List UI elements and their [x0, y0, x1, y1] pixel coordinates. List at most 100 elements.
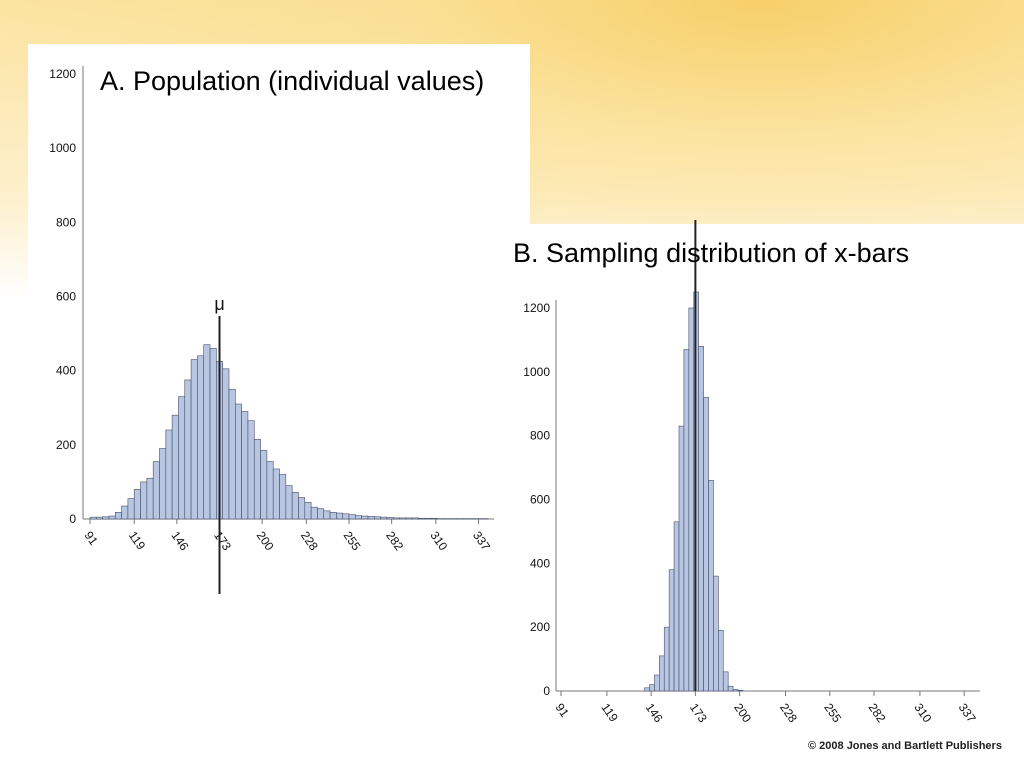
chart-b-y-tick-label: 0 [543, 684, 550, 698]
chart-a-bar [323, 510, 331, 520]
chart-a-bar [203, 344, 211, 520]
chart-a-bar [386, 517, 394, 520]
chart-b-bar [673, 521, 680, 692]
chart-b-bar [644, 687, 650, 692]
chart-a-bar [108, 515, 116, 520]
chart-a-mean-label: μ [214, 294, 224, 314]
chart-b-bar [663, 626, 670, 692]
chart-a-bar [235, 403, 242, 520]
chart-a-bar [152, 461, 160, 520]
chart-a-bar [114, 512, 122, 520]
chart-a-bar [367, 516, 375, 520]
chart-b-bar [732, 689, 739, 692]
chart-b-bar [718, 630, 724, 692]
chart-b-x-tick-label: 91 [553, 701, 572, 720]
chart-a-bar [392, 517, 400, 520]
chart-b-y-tick-label: 200 [530, 620, 550, 634]
chart-a-bar [159, 448, 167, 520]
chart-b-y-tick-label: 1000 [523, 365, 550, 379]
chart-a-bar [260, 450, 268, 520]
chart-a-bar [127, 498, 135, 520]
chart-a-bar [285, 485, 293, 520]
chart-b-bar [708, 480, 714, 692]
chart-a-y-tick-label: 400 [56, 364, 76, 378]
chart-b-bar [722, 671, 729, 692]
chart-b-bar [713, 575, 719, 692]
chart-b-bar [649, 684, 655, 692]
chart-a-bar [228, 388, 236, 520]
chart-a-bar [411, 517, 419, 520]
chart-a-bar [102, 516, 110, 520]
chart-a-bar [272, 468, 280, 520]
chart-b-bar [654, 674, 660, 692]
chart-a-x-tick-label: 228 [298, 529, 321, 554]
chart-a-bar [298, 497, 306, 520]
chart-a-bar [361, 515, 369, 520]
chart-a-bar [291, 491, 299, 520]
chart-a-bar [121, 505, 129, 520]
chart-b-x-tick-label: 228 [777, 701, 800, 726]
chart-a-bar [279, 474, 287, 520]
chart-a-bar [96, 516, 103, 520]
chart-b-title: B. Sampling distribution of x-bars [513, 238, 910, 268]
chart-b-y-tick-label: 600 [530, 493, 550, 507]
chart-a-y-tick-label: 1200 [49, 67, 76, 81]
chart-b-x-tick-label: 310 [911, 701, 934, 726]
chart-a-bar [247, 420, 255, 520]
chart-a-bar [373, 516, 381, 520]
chart-a-bar [348, 514, 356, 520]
chart-a-bar [89, 516, 97, 520]
chart-a-bar [317, 508, 325, 520]
chart-a-bar [146, 477, 154, 520]
chart-a: 0 200 400 600 800 1000 1200 91 119 146 173 200 228 25… [49, 66, 494, 594]
chart-a-bar [380, 516, 388, 520]
chart-a-x-tick-label: 282 [383, 529, 406, 554]
chart-a-x-tick-label: 255 [341, 529, 364, 554]
chart-a-x-tick-label: 146 [168, 529, 191, 554]
chart-b-y-tick-label: 1200 [523, 301, 550, 315]
chart-b-bar [703, 397, 709, 692]
chart-b-bar [688, 307, 695, 692]
chart-a-x-tick-label: 310 [427, 529, 450, 554]
chart-a-y-tick-label: 0 [69, 512, 76, 526]
chart-b-y-tick-label: 400 [530, 556, 550, 570]
chart-a-bar [140, 481, 148, 520]
chart-b-bar [727, 685, 734, 692]
chart-a-bar [209, 348, 217, 520]
chart-a-bar [178, 396, 186, 520]
chart-a-bar [133, 489, 141, 520]
chart-b-x-tick-label: 173 [687, 701, 710, 726]
chart-b-bar [698, 346, 704, 692]
chart-a-y-tick-label: 1000 [49, 141, 76, 155]
chart-a-bar [171, 414, 179, 520]
chart-a-y-tick-label: 600 [56, 290, 76, 304]
chart-b-x-tick-label: 337 [956, 701, 979, 726]
chart-a-bar [424, 517, 432, 520]
chart-a-x-tick-label: 91 [82, 529, 101, 548]
chart-a-x-tick-label: 200 [254, 529, 277, 554]
chart-a-bar [197, 355, 205, 520]
chart-a-bar [342, 513, 350, 520]
chart-a-bar [399, 517, 407, 520]
chart-b-x-tick-label: 146 [643, 701, 666, 726]
chart-b-x-tick-label: 119 [598, 701, 621, 725]
chart-b-x-tick-label: 255 [821, 701, 844, 726]
chart-b: 0 200 400 600 800 1000 1200 91 119 146 173 200 228 25… [523, 220, 980, 726]
chart-a-bar [329, 512, 337, 520]
chart-a-x-tick-label: 119 [126, 529, 149, 553]
chart-a-y-tick-label: 800 [56, 215, 76, 229]
chart-a-bar [355, 515, 362, 520]
chart-a-bar [304, 502, 312, 520]
chart-a-title: A. Population (individual values) [100, 66, 485, 96]
chart-a-bar [336, 512, 343, 520]
chart-a-bar [165, 429, 173, 520]
chart-a-bar [253, 438, 261, 520]
chart-a-y-tick-label: 200 [56, 438, 76, 452]
chart-b-y-tick-label: 800 [530, 429, 550, 443]
chart-a-x-tick-label: 337 [470, 529, 493, 554]
copyright-notice: © 2008 Jones and Bartlett Publishers [808, 740, 1002, 752]
chart-b-bar [683, 349, 690, 692]
chart-a-bar [418, 517, 426, 520]
chart-b-x-tick-label: 282 [866, 701, 889, 726]
chart-a-bar [430, 517, 438, 520]
